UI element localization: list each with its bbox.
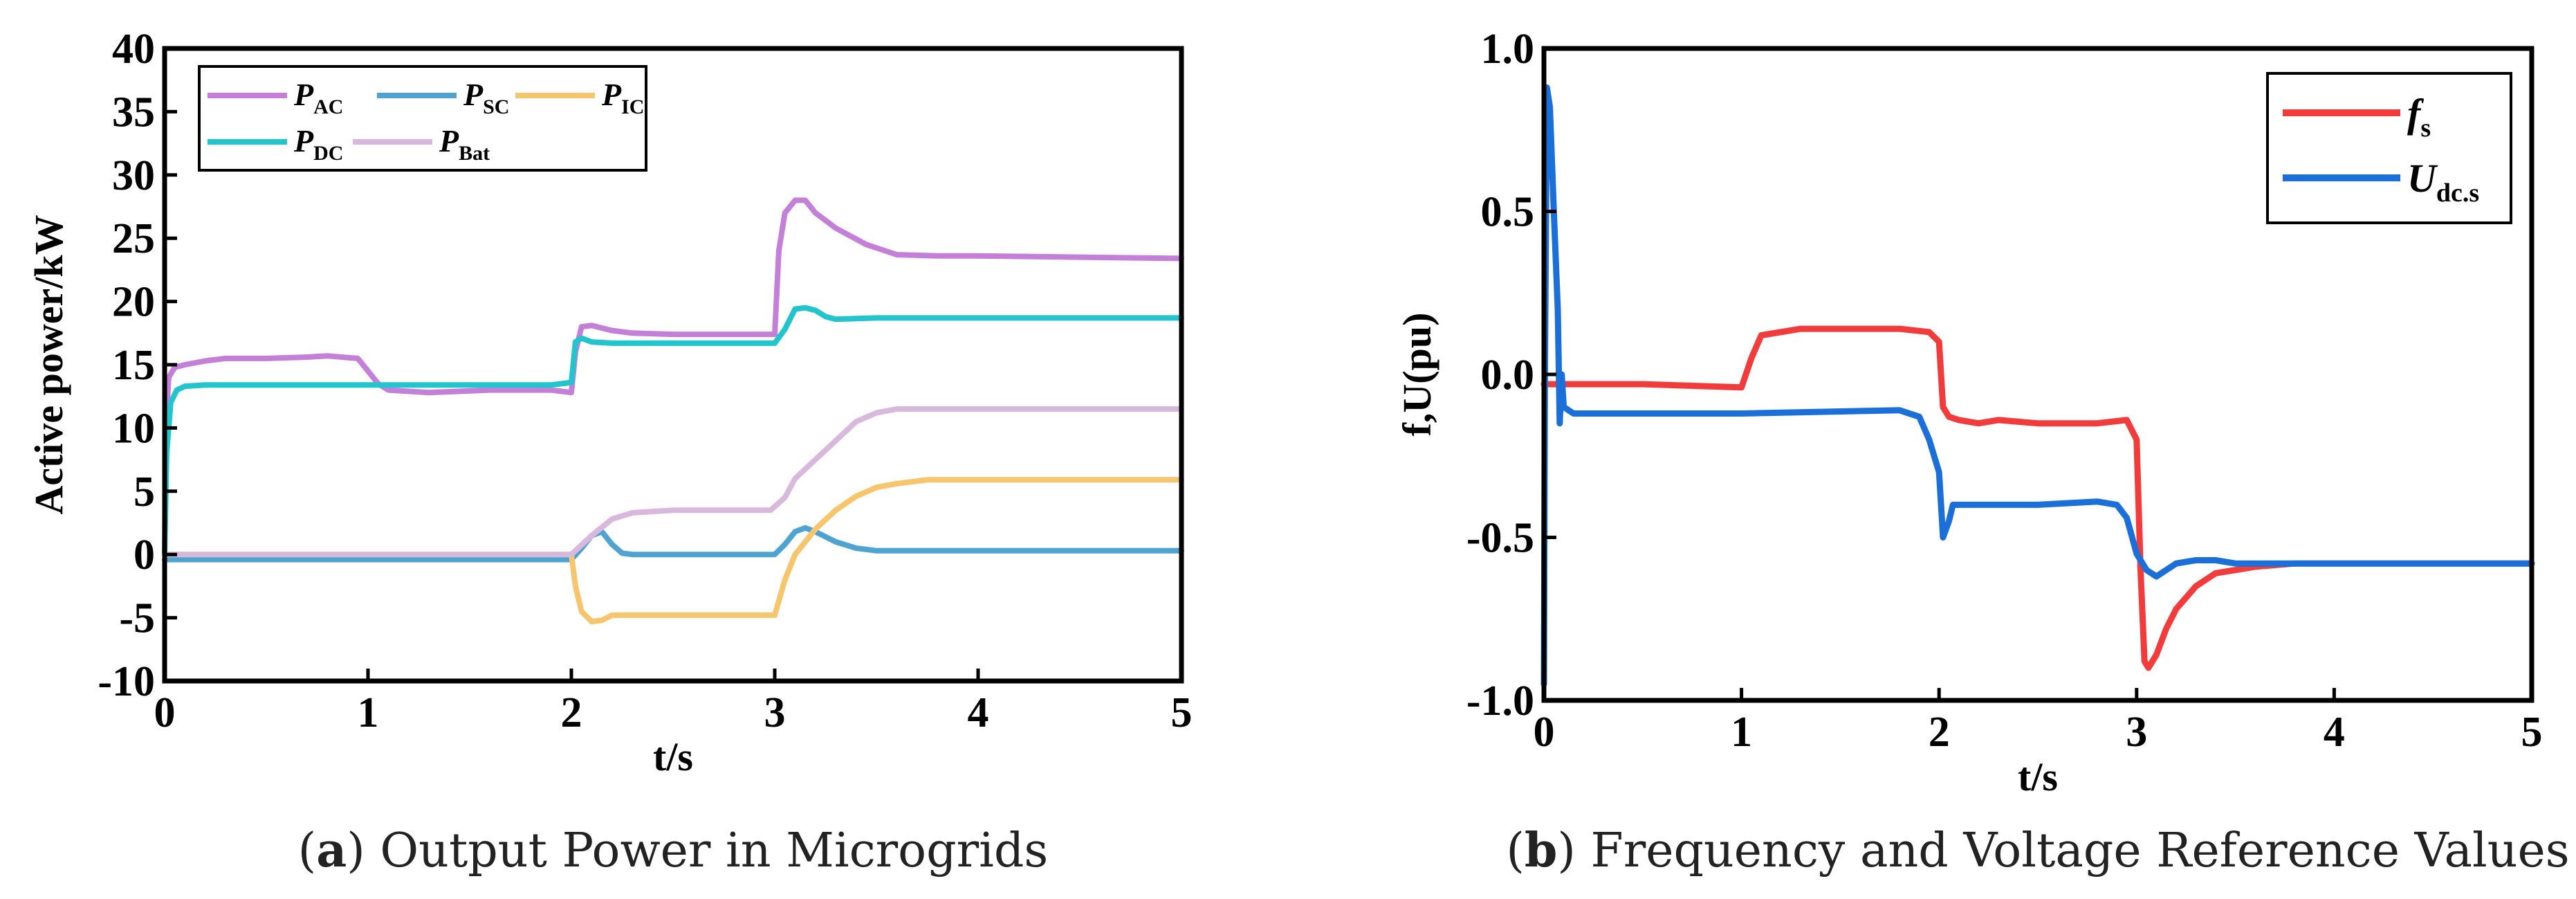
chart-a: 0 1 2 3 4 5 -10 -5 0 5 10 15 20 25 30 35 40 t/s Active p… bbox=[26, 26, 1193, 878]
chart-b-ytick-label: 1.0 bbox=[1481, 26, 1535, 73]
chart-a-ytick-label: 35 bbox=[112, 89, 155, 136]
chart-b-ytick-label: 0.0 bbox=[1481, 352, 1535, 399]
chart-a-axes: 0 1 2 3 4 5 -10 -5 0 5 10 15 20 25 30 35 40 bbox=[98, 26, 1192, 736]
chart-a-xtick-label: 0 bbox=[154, 689, 176, 736]
chart-b-caption: (b) Frequency and Voltage Reference Valu… bbox=[1506, 823, 2569, 878]
chart-a-ytick-label: 15 bbox=[112, 342, 155, 389]
chart-a-ytick-label: 40 bbox=[112, 26, 155, 73]
chart-b-ytick-label: -1.0 bbox=[1466, 678, 1534, 725]
chart-a-legend: PAC PSC PIC PDC PBat bbox=[208, 77, 644, 165]
chart-a-series-pac bbox=[162, 197, 1184, 558]
chart-b-legend: fs Udc.s bbox=[2283, 91, 2479, 208]
chart-a-ytick-label: 20 bbox=[112, 279, 155, 326]
legend-label-pdc: PDC bbox=[293, 123, 343, 165]
chart-b-series bbox=[1540, 84, 2535, 687]
legend-label-pic: PIC bbox=[601, 77, 644, 118]
chart-b: 0 1 2 3 4 5 -1.0 -0.5 0.0 0.5 1.0 t/s f,U(pu) fs U… bbox=[1395, 26, 2570, 878]
chart-a-xtick-label: 4 bbox=[968, 689, 989, 736]
chart-a-ytick-label: -5 bbox=[119, 595, 155, 642]
chart-a-ytick-label: 0 bbox=[134, 532, 155, 579]
chart-a-series-pdc bbox=[162, 305, 1184, 558]
chart-a-xlabel: t/s bbox=[653, 734, 693, 779]
chart-b-xtick-label: 2 bbox=[1929, 709, 1950, 756]
chart-b-legend-box bbox=[2266, 72, 2512, 224]
chart-b-xtick-label: 1 bbox=[1731, 709, 1752, 756]
chart-b-xtick-label: 4 bbox=[2324, 709, 2345, 756]
chart-b-xtick-label: 0 bbox=[1534, 709, 1555, 756]
chart-b-ylabel: f,U(pu) bbox=[1395, 313, 1439, 437]
chart-a-legend-box bbox=[198, 65, 647, 172]
legend-label-pac: PAC bbox=[293, 77, 343, 118]
chart-a-ytick-label: 30 bbox=[112, 152, 155, 199]
chart-b-ytick-label: 0.5 bbox=[1481, 189, 1535, 236]
chart-b-series-udcs bbox=[1540, 84, 2535, 687]
legend-label-pbat: PBat bbox=[439, 123, 490, 165]
chart-b-series-fs bbox=[1540, 325, 2535, 671]
chart-a-ylabel: Active power/kW bbox=[26, 215, 71, 514]
chart-a-xtick-label: 3 bbox=[764, 689, 786, 736]
chart-a-ytick-label: -10 bbox=[98, 658, 155, 705]
chart-a-series-pic bbox=[162, 477, 1184, 625]
chart-a-series-psc bbox=[162, 525, 1184, 563]
chart-b-xtick-label: 5 bbox=[2521, 709, 2543, 756]
chart-b-xlabel: t/s bbox=[2018, 754, 2058, 799]
legend-label-psc: PSC bbox=[463, 77, 509, 118]
chart-a-ytick-label: 10 bbox=[112, 405, 155, 452]
chart-a-series bbox=[162, 197, 1184, 625]
chart-b-xtick-label: 3 bbox=[2126, 709, 2147, 756]
chart-b-axes: 0 1 2 3 4 5 -1.0 -0.5 0.0 0.5 1.0 bbox=[1466, 26, 2543, 756]
legend-label-udcs: Udc.s bbox=[2407, 156, 2479, 208]
chart-a-xtick-label: 5 bbox=[1171, 689, 1193, 736]
chart-a-series-pbat bbox=[162, 406, 1184, 558]
chart-a-ytick-label: 25 bbox=[112, 215, 155, 262]
chart-b-ytick-label: -0.5 bbox=[1466, 515, 1534, 562]
chart-a-ytick-label: 5 bbox=[134, 469, 155, 516]
chart-a-xtick-label: 2 bbox=[561, 689, 582, 736]
chart-a-caption: (a) Output Power in Microgrids bbox=[298, 823, 1049, 878]
chart-a-xtick-label: 1 bbox=[358, 689, 379, 736]
